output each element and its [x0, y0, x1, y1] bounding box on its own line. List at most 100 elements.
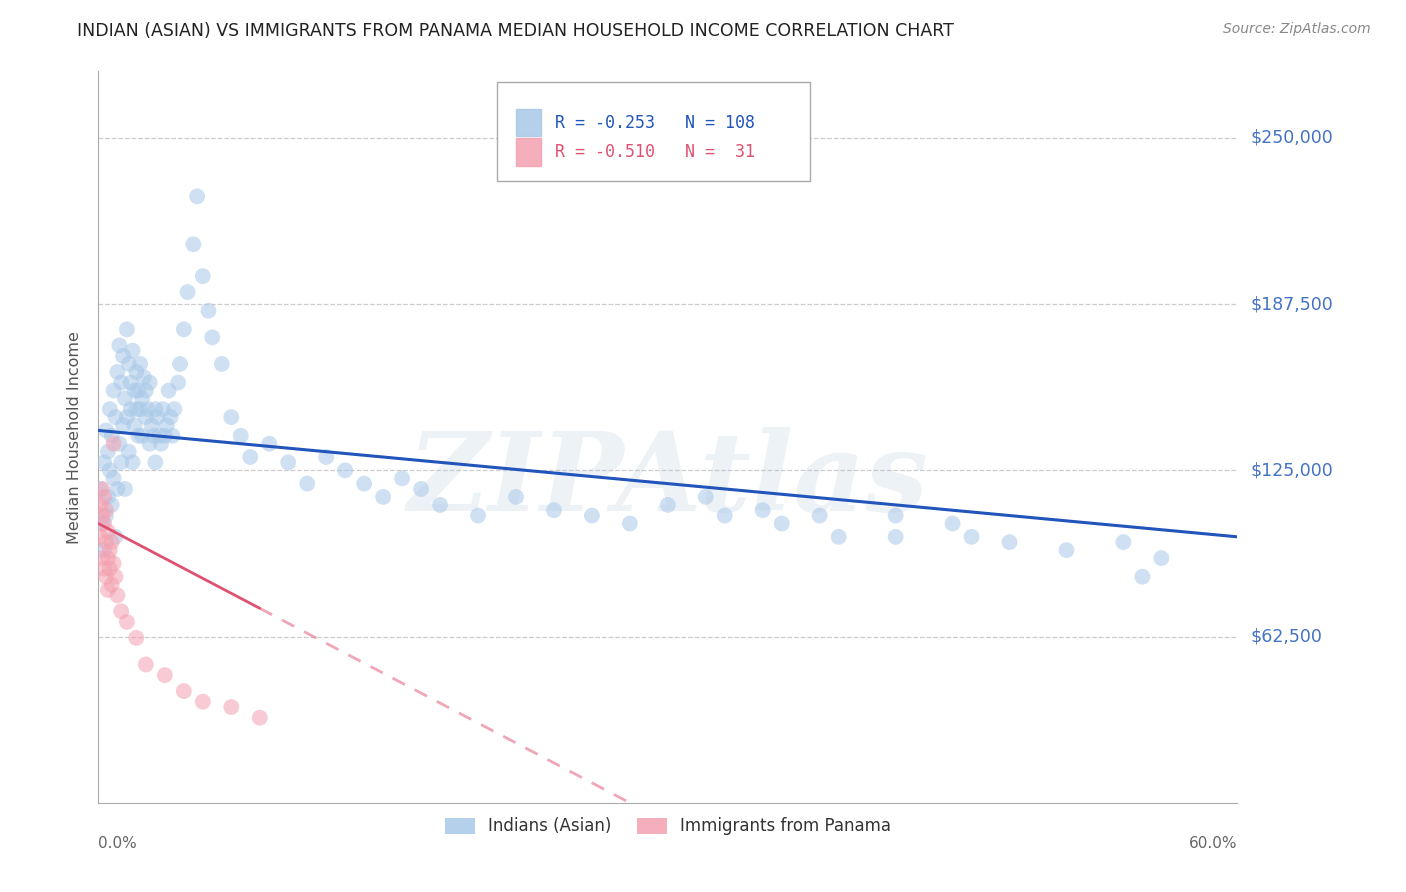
Text: R = -0.510   N =  31: R = -0.510 N = 31	[555, 143, 755, 161]
Point	[89, 482, 111, 496]
Text: R = -0.253   N = 108: R = -0.253 N = 108	[555, 113, 755, 131]
Point	[132, 370, 155, 384]
Point	[97, 490, 120, 504]
Bar	[516, 109, 541, 136]
Point	[125, 365, 148, 379]
Point	[108, 436, 131, 450]
Point	[103, 436, 125, 450]
Point	[467, 508, 489, 523]
Point	[201, 330, 224, 344]
Point	[163, 402, 186, 417]
Point	[110, 376, 132, 390]
Point	[714, 508, 737, 523]
Point	[884, 530, 907, 544]
Point	[695, 490, 717, 504]
Point	[138, 436, 160, 450]
Point	[183, 237, 205, 252]
Point	[391, 471, 413, 485]
Point	[884, 508, 907, 523]
Text: 0.0%: 0.0%	[98, 836, 138, 851]
Point	[121, 455, 143, 469]
Point	[371, 490, 394, 504]
Point	[131, 429, 153, 443]
Point	[157, 384, 180, 398]
Point	[167, 376, 190, 390]
Point	[115, 615, 138, 629]
Point	[100, 498, 122, 512]
Point	[91, 482, 114, 496]
Point	[239, 450, 262, 464]
FancyBboxPatch shape	[498, 82, 810, 181]
Text: 60.0%: 60.0%	[1189, 836, 1237, 851]
Text: $187,500: $187,500	[1251, 295, 1334, 313]
Point	[97, 444, 120, 458]
Point	[110, 604, 132, 618]
Point	[152, 402, 174, 417]
Point	[145, 402, 167, 417]
Point	[148, 429, 170, 443]
Point	[100, 535, 122, 549]
Point	[131, 392, 153, 406]
Point	[98, 463, 121, 477]
Point	[97, 551, 120, 566]
Point	[211, 357, 233, 371]
Point	[1056, 543, 1078, 558]
Point	[141, 418, 163, 433]
Point	[1150, 551, 1173, 566]
Point	[94, 503, 117, 517]
Point	[93, 543, 115, 558]
Text: Source: ZipAtlas.com: Source: ZipAtlas.com	[1223, 22, 1371, 37]
Point	[145, 455, 167, 469]
Point	[125, 631, 148, 645]
Point	[121, 343, 143, 358]
Point	[103, 471, 125, 485]
Point	[124, 418, 146, 433]
Point	[103, 557, 125, 571]
Point	[93, 516, 115, 531]
Point	[127, 384, 149, 398]
Point	[150, 436, 173, 450]
Point	[97, 582, 120, 597]
Point	[657, 498, 679, 512]
Point	[353, 476, 375, 491]
Point	[249, 711, 271, 725]
Point	[110, 455, 132, 469]
Point	[543, 503, 565, 517]
Point	[118, 357, 141, 371]
Point	[97, 524, 120, 539]
Point	[1132, 570, 1154, 584]
Point	[335, 463, 357, 477]
Point	[191, 695, 214, 709]
Point	[505, 490, 527, 504]
Point	[221, 700, 243, 714]
Point	[1112, 535, 1135, 549]
Text: ZIPAtlas: ZIPAtlas	[408, 427, 928, 534]
Point	[297, 476, 319, 491]
Point	[98, 402, 121, 417]
Point	[114, 392, 136, 406]
Point	[124, 384, 146, 398]
Point	[942, 516, 965, 531]
Point	[828, 530, 851, 544]
Point	[998, 535, 1021, 549]
Point	[94, 508, 117, 523]
Legend: Indians (Asian), Immigrants from Panama: Indians (Asian), Immigrants from Panama	[439, 811, 897, 842]
Point	[138, 376, 160, 390]
Point	[98, 543, 121, 558]
Point	[135, 410, 157, 425]
Point	[93, 490, 115, 504]
Point	[197, 303, 219, 318]
Point	[115, 410, 138, 425]
Point	[100, 577, 122, 591]
Text: $125,000: $125,000	[1251, 461, 1334, 479]
Point	[107, 482, 129, 496]
Point	[94, 424, 117, 438]
Point	[114, 482, 136, 496]
Point	[429, 498, 451, 512]
Point	[162, 429, 184, 443]
Point	[91, 508, 114, 523]
Text: $62,500: $62,500	[1251, 628, 1323, 646]
Point	[104, 570, 127, 584]
Y-axis label: Median Household Income: Median Household Income	[67, 331, 83, 543]
Point	[120, 376, 142, 390]
